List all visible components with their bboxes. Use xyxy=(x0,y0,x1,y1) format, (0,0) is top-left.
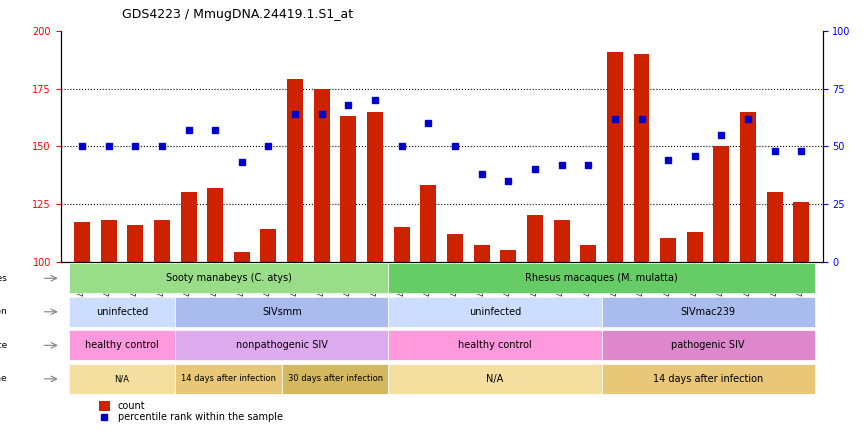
Text: Rhesus macaques (M. mulatta): Rhesus macaques (M. mulatta) xyxy=(525,274,678,283)
Bar xyxy=(660,238,676,262)
Bar xyxy=(607,52,623,262)
Bar xyxy=(474,246,489,262)
Bar xyxy=(313,89,330,262)
Text: N/A: N/A xyxy=(114,374,129,383)
Bar xyxy=(447,234,463,262)
Bar xyxy=(234,252,249,262)
Bar xyxy=(580,246,596,262)
Text: Sooty manabeys (C. atys): Sooty manabeys (C. atys) xyxy=(165,274,292,283)
Text: healthy control: healthy control xyxy=(85,341,158,350)
Text: 14 days after infection: 14 days after infection xyxy=(653,374,763,384)
Bar xyxy=(793,202,810,262)
Bar xyxy=(740,112,756,262)
Text: uninfected: uninfected xyxy=(96,307,148,317)
FancyBboxPatch shape xyxy=(602,330,815,361)
Bar xyxy=(634,54,650,262)
Bar xyxy=(553,220,570,262)
Text: pathogenic SIV: pathogenic SIV xyxy=(671,341,745,350)
FancyBboxPatch shape xyxy=(175,330,388,361)
Bar xyxy=(100,220,117,262)
Bar xyxy=(207,188,223,262)
Bar xyxy=(288,79,303,262)
FancyBboxPatch shape xyxy=(388,263,815,293)
FancyBboxPatch shape xyxy=(388,297,602,327)
FancyBboxPatch shape xyxy=(68,297,175,327)
Text: species: species xyxy=(0,274,7,283)
Bar xyxy=(74,222,90,262)
Text: time: time xyxy=(0,374,7,383)
FancyBboxPatch shape xyxy=(602,297,815,327)
FancyBboxPatch shape xyxy=(602,364,815,394)
Bar xyxy=(527,215,543,262)
Bar xyxy=(340,116,357,262)
Text: healthy control: healthy control xyxy=(458,341,532,350)
FancyBboxPatch shape xyxy=(175,297,388,327)
Text: percentile rank within the sample: percentile rank within the sample xyxy=(118,412,283,421)
Bar xyxy=(420,186,436,262)
Text: 30 days after infection: 30 days after infection xyxy=(288,374,383,383)
FancyBboxPatch shape xyxy=(68,330,175,361)
Text: infection: infection xyxy=(0,307,7,316)
Text: uninfected: uninfected xyxy=(469,307,521,317)
FancyBboxPatch shape xyxy=(388,330,602,361)
FancyBboxPatch shape xyxy=(68,263,388,293)
Text: GDS4223 / MmugDNA.24419.1.S1_at: GDS4223 / MmugDNA.24419.1.S1_at xyxy=(121,8,352,21)
Bar xyxy=(180,192,197,262)
Bar xyxy=(154,220,170,262)
FancyBboxPatch shape xyxy=(68,364,175,394)
Bar xyxy=(766,192,783,262)
Bar xyxy=(501,250,516,262)
FancyBboxPatch shape xyxy=(388,364,602,394)
Text: nonpathogenic SIV: nonpathogenic SIV xyxy=(236,341,327,350)
Bar xyxy=(127,225,143,262)
Text: 14 days after infection: 14 days after infection xyxy=(181,374,276,383)
Bar xyxy=(261,229,276,262)
Bar xyxy=(367,112,383,262)
Bar xyxy=(394,227,410,262)
Text: SIVsmm: SIVsmm xyxy=(262,307,301,317)
Text: count: count xyxy=(118,401,145,411)
Bar xyxy=(99,401,110,411)
Text: N/A: N/A xyxy=(487,374,503,384)
Text: SIVmac239: SIVmac239 xyxy=(681,307,735,317)
Text: disease state: disease state xyxy=(0,341,7,350)
Bar xyxy=(687,232,703,262)
FancyBboxPatch shape xyxy=(175,364,281,394)
FancyBboxPatch shape xyxy=(281,364,388,394)
Bar xyxy=(714,147,729,262)
